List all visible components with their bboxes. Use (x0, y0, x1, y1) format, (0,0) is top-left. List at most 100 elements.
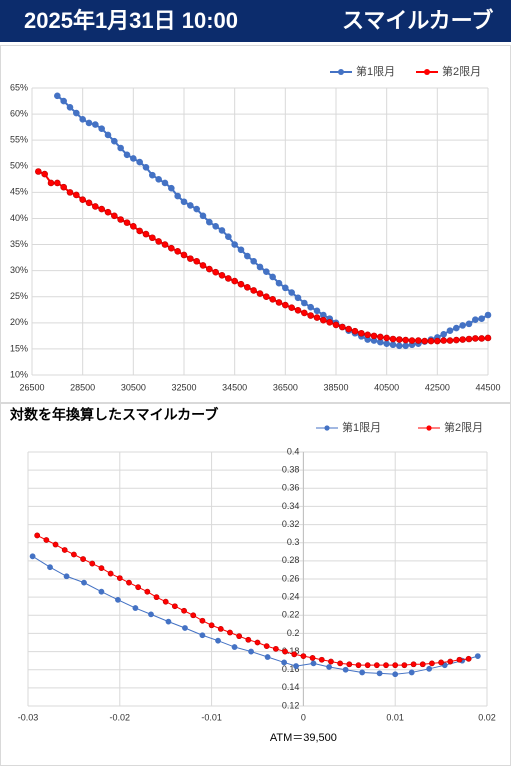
data-point (456, 656, 463, 663)
y-tick-label: 35% (10, 239, 28, 249)
y-tick-label: 0.2 (287, 628, 300, 638)
data-point (236, 633, 243, 640)
data-point (377, 333, 384, 341)
data-point (115, 596, 121, 603)
y-tick-label: 0.32 (282, 519, 300, 529)
data-point (132, 605, 139, 611)
header-band (0, 0, 511, 42)
data-point (383, 334, 390, 342)
data-point (168, 244, 175, 252)
y-tick-label: 55% (10, 135, 28, 145)
data-point (187, 202, 194, 209)
data-point (41, 170, 48, 178)
y-tick-label: 30% (10, 265, 28, 275)
data-point (440, 330, 447, 338)
data-point (484, 334, 492, 342)
data-point (429, 660, 435, 667)
legend-swatch-marker (426, 425, 432, 431)
x-tick-label: -0.01 (201, 712, 222, 722)
data-point (52, 541, 59, 548)
data-point (231, 241, 238, 248)
data-point (272, 645, 279, 652)
data-point (293, 663, 299, 669)
data-point (339, 323, 346, 331)
data-point (92, 121, 99, 128)
data-point (459, 336, 466, 343)
data-point (231, 644, 238, 650)
data-point (248, 648, 254, 655)
y-tick-label: 0.28 (282, 555, 300, 565)
data-point (187, 255, 194, 262)
data-point (346, 661, 353, 668)
y-tick-label: 0.14 (282, 682, 300, 692)
data-point (355, 662, 362, 669)
y-tick-label: 0.34 (282, 501, 300, 511)
data-point (34, 532, 41, 539)
data-point (174, 248, 181, 255)
data-point (212, 268, 219, 276)
data-point (446, 337, 454, 344)
data-point (61, 547, 68, 553)
y-tick-label: 0.38 (282, 465, 300, 475)
data-point (288, 289, 295, 296)
data-point (264, 654, 271, 660)
chart-title: 対数を年換算したスマイルカーブ (9, 407, 218, 423)
data-point (250, 257, 257, 265)
legend-swatch-marker (424, 69, 430, 75)
x-tick-label: 38500 (323, 382, 348, 392)
data-point (472, 335, 479, 342)
data-point (218, 227, 226, 234)
data-point (364, 662, 371, 669)
data-point (43, 537, 50, 543)
chart-frame (0, 403, 511, 766)
data-point (165, 618, 172, 625)
x-tick-label: -0.03 (18, 712, 39, 722)
data-point (218, 272, 226, 279)
data-point (250, 287, 257, 294)
data-point (301, 299, 308, 307)
data-point (389, 335, 397, 343)
data-point (168, 184, 175, 192)
data-point (426, 665, 433, 672)
data-point (313, 307, 321, 315)
data-point (244, 252, 251, 260)
data-point (389, 341, 397, 349)
data-point (190, 612, 197, 619)
legend-label: 第2限月 (442, 64, 481, 78)
data-point (155, 176, 162, 183)
data-point (351, 327, 359, 335)
data-point (80, 556, 86, 562)
data-point (182, 625, 188, 631)
data-point (206, 265, 213, 273)
data-point (47, 564, 53, 571)
y-tick-label: 0.12 (282, 700, 300, 710)
x-tick-label: 30500 (121, 382, 146, 392)
data-point (244, 284, 251, 291)
data-point (180, 198, 188, 206)
data-point (208, 622, 215, 629)
data-point (136, 227, 143, 235)
x-tick-label: 0.01 (386, 712, 404, 722)
data-point (79, 116, 86, 123)
data-point (144, 588, 151, 595)
data-point (282, 301, 289, 309)
x-tick-label: 0.02 (478, 712, 496, 722)
data-point (275, 299, 283, 306)
header-title: スマイルカーブ (342, 8, 493, 33)
y-tick-label: 0.16 (282, 664, 300, 674)
data-point (85, 199, 93, 207)
data-point (402, 342, 409, 350)
data-point (155, 238, 162, 245)
data-point (116, 575, 123, 581)
data-point (337, 660, 344, 667)
y-tick-label: 0.26 (282, 573, 300, 583)
header-datetime: 2025年1月31日 10:00 (24, 8, 238, 33)
data-point (402, 336, 409, 344)
data-point (117, 216, 124, 223)
data-point (373, 662, 380, 669)
data-point (415, 337, 422, 344)
data-point (301, 309, 308, 317)
data-point (92, 203, 99, 210)
data-point (408, 669, 415, 676)
